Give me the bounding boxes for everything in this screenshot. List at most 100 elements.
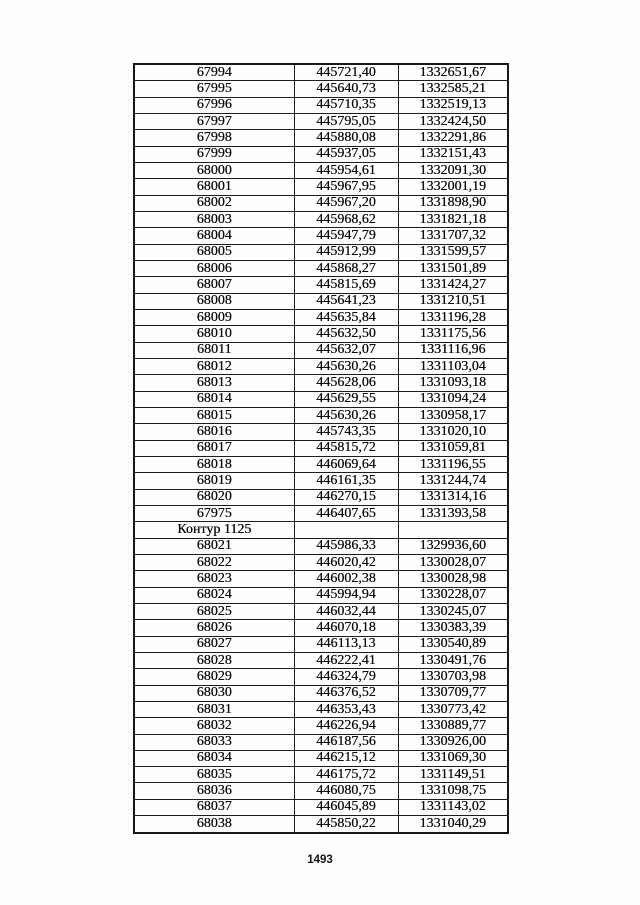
table-row: 67998 445880,08 1332291,86: [133, 129, 509, 147]
x-coordinate-cell: 445954,61: [293, 162, 399, 180]
table-row: 68007 445815,69 1331424,27: [133, 276, 509, 294]
point-id-cell: 68003: [133, 210, 295, 229]
x-coordinate-cell: 446222,41: [293, 651, 399, 670]
x-coordinate-cell: 446353,43: [293, 700, 399, 719]
x-coordinate-cell: 446070,18: [293, 619, 399, 637]
x-coordinate-cell: 446161,35: [293, 472, 399, 490]
table-row: 68024 445994,94 1330228,07: [133, 586, 509, 604]
point-id-cell: 68020: [133, 488, 295, 506]
y-coordinate-cell: 1330540,89: [397, 635, 509, 653]
point-id-cell: 68008: [133, 292, 295, 310]
y-coordinate-cell: 1331393,58: [397, 504, 509, 523]
point-id-cell: 68009: [133, 308, 295, 327]
point-id-cell: 68023: [133, 570, 295, 588]
point-id-cell: 68010: [133, 325, 295, 343]
y-coordinate-cell: 1331093,18: [397, 374, 509, 392]
x-coordinate-cell: 446376,52: [293, 684, 399, 702]
x-coordinate-cell: 445635,84: [293, 308, 399, 327]
table-row: 68016 445743,35 1331020,10: [133, 423, 509, 441]
x-coordinate-cell: 445967,20: [293, 194, 399, 213]
point-id-cell: 68022: [133, 553, 295, 572]
x-coordinate-cell: 446113,13: [293, 635, 399, 653]
y-coordinate-cell: 1331196,55: [397, 455, 509, 474]
table-row: 68012 445630,26 1331103,04: [133, 357, 509, 376]
x-coordinate-cell: 446407,65: [293, 504, 399, 523]
x-coordinate-cell: 445880,08: [293, 129, 399, 147]
y-coordinate-cell: 1331040,29: [397, 815, 509, 834]
x-coordinate-cell: 445721,40: [293, 63, 399, 82]
y-coordinate-cell: 1331424,27: [397, 276, 509, 294]
table-row: 68009 445635,84 1331196,28: [133, 308, 509, 327]
x-coordinate-cell: 445641,23: [293, 292, 399, 310]
y-coordinate-cell: 1332519,13: [397, 96, 509, 115]
point-id-cell: 68004: [133, 227, 295, 245]
section-label-cell: Контур 1125: [133, 521, 295, 539]
y-coordinate-cell: 1331103,04: [397, 357, 509, 376]
y-coordinate-cell: 1331098,75: [397, 782, 509, 800]
table-row: 68006 445868,27 1331501,89: [133, 259, 509, 278]
table-row: 68020 446270,15 1331314,16: [133, 488, 509, 506]
x-coordinate-cell: 445795,05: [293, 113, 399, 131]
y-coordinate-cell: 1330245,07: [397, 602, 509, 621]
y-coordinate-cell: 1330028,98: [397, 570, 509, 588]
table-row: 68000 445954,61 1332091,30: [133, 162, 509, 180]
x-coordinate-cell: 446032,44: [293, 602, 399, 621]
x-coordinate-cell: 446324,79: [293, 668, 399, 686]
point-id-cell: 68005: [133, 243, 295, 261]
x-coordinate-cell: 445629,55: [293, 390, 399, 408]
y-coordinate-cell: 1330703,98: [397, 668, 509, 686]
point-id-cell: 68034: [133, 749, 295, 768]
y-coordinate-cell: 1331116,96: [397, 341, 509, 359]
point-id-cell: 68032: [133, 717, 295, 735]
y-coordinate-cell: 1330028,07: [397, 553, 509, 572]
table-row: 67997 445795,05 1332424,50: [133, 113, 509, 131]
point-id-cell: 68013: [133, 374, 295, 392]
point-id-cell: 67975: [133, 504, 295, 523]
y-coordinate-cell: 1331196,28: [397, 308, 509, 327]
table-row: 68023 446002,38 1330028,98: [133, 570, 509, 588]
page-number: 1493: [307, 854, 333, 866]
point-id-cell: 68024: [133, 586, 295, 604]
table-row: 68031 446353,43 1330773,42: [133, 700, 509, 719]
point-id-cell: 68036: [133, 782, 295, 800]
point-id-cell: 68011: [133, 341, 295, 359]
x-coordinate-cell: 445850,22: [293, 815, 399, 834]
point-id-cell: 68026: [133, 619, 295, 637]
x-coordinate-cell: 446226,94: [293, 717, 399, 735]
y-coordinate-cell: 1331143,02: [397, 798, 509, 817]
point-id-cell: 68030: [133, 684, 295, 702]
y-coordinate-cell: 1331175,56: [397, 325, 509, 343]
y-coordinate-cell: 1331599,57: [397, 243, 509, 261]
table-row: 68027 446113,13 1330540,89: [133, 635, 509, 653]
x-coordinate-cell: 446270,15: [293, 488, 399, 506]
point-id-cell: 68016: [133, 423, 295, 441]
point-id-cell: 68038: [133, 815, 295, 834]
point-id-cell: 68033: [133, 733, 295, 751]
table-row: 68001 445967,95 1332001,19: [133, 178, 509, 196]
x-coordinate-cell: 446069,64: [293, 455, 399, 474]
y-coordinate-cell: 1329936,60: [397, 537, 509, 555]
point-id-cell: 68007: [133, 276, 295, 294]
y-coordinate-cell: 1331707,32: [397, 227, 509, 245]
table-row: 68010 445632,50 1331175,56: [133, 325, 509, 343]
x-coordinate-cell: 446045,89: [293, 798, 399, 817]
point-id-cell: 68028: [133, 651, 295, 670]
point-id-cell: 68012: [133, 357, 295, 376]
x-coordinate-cell: 445947,79: [293, 227, 399, 245]
x-coordinate-cell: 446080,75: [293, 782, 399, 800]
point-id-cell: 68031: [133, 700, 295, 719]
y-coordinate-cell: 1330889,77: [397, 717, 509, 735]
x-coordinate-cell: 446020,42: [293, 553, 399, 572]
x-coordinate-cell: 445710,35: [293, 96, 399, 115]
x-coordinate-cell: 445640,73: [293, 80, 399, 98]
y-coordinate-cell: 1331210,51: [397, 292, 509, 310]
x-coordinate-cell: 445632,50: [293, 325, 399, 343]
x-coordinate-cell: 445632,07: [293, 341, 399, 359]
table-row: 68005 445912,99 1331599,57: [133, 243, 509, 261]
coordinate-table: 67994 445721,40 1332651,67 67995 445640,73 13…: [133, 63, 509, 834]
x-coordinate-cell: 445868,27: [293, 259, 399, 278]
x-coordinate-cell: 445937,05: [293, 145, 399, 164]
table-row: 67975 446407,65 1331393,58: [133, 504, 509, 523]
table-row: 68013 445628,06 1331093,18: [133, 374, 509, 392]
